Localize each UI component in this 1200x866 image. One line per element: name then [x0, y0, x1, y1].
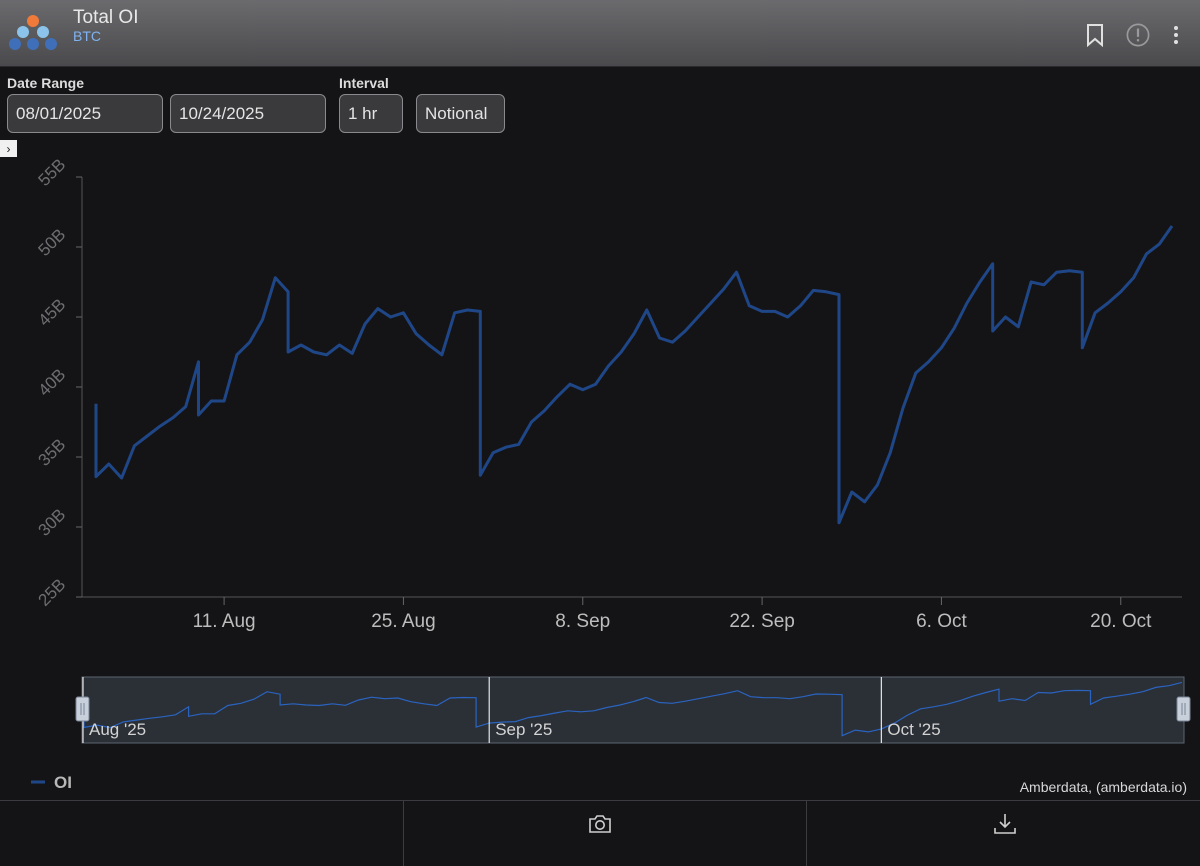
y-tick-label: 40B: [34, 365, 69, 400]
amberdata-logo-icon: [9, 15, 57, 50]
x-tick-label: 8. Sep: [555, 611, 610, 632]
start-date-input[interactable]: 08/01/2025: [7, 94, 163, 133]
download-icon[interactable]: [990, 809, 1020, 839]
navigator-month-label: Sep '25: [495, 720, 552, 739]
date-range-label: Date Range: [7, 75, 85, 91]
oi-chart: 25B 30B 35B 40B 45B 50B 55B 11. Aug 25. Aug 8. S…: [31, 155, 1191, 792]
bookmark-icon[interactable]: [1083, 22, 1107, 48]
series-line-oi: [94, 225, 1174, 525]
widget-title: Total OI: [73, 7, 139, 28]
navigator-handle-right[interactable]: [1176, 696, 1191, 722]
notional-toggle-button[interactable]: Notional: [416, 94, 505, 133]
end-date-input[interactable]: 10/24/2025: [170, 94, 326, 133]
y-tick-label: 35B: [34, 435, 69, 470]
x-tick-label: 20. Oct: [1090, 611, 1152, 632]
legend[interactable]: OI: [31, 773, 72, 792]
navigator[interactable]: Aug '25 Sep '25 Oct '25: [75, 676, 1191, 744]
y-tick-label: 45B: [34, 295, 69, 330]
expand-chevron-icon[interactable]: ›: [0, 140, 17, 157]
x-tick-label: 25. Aug: [371, 611, 435, 632]
more-vertical-icon[interactable]: [1164, 22, 1188, 48]
camera-icon[interactable]: [585, 809, 615, 839]
y-tick-label: 55B: [34, 155, 69, 190]
widget-footer: [0, 800, 1200, 866]
x-tick-label: 6. Oct: [916, 611, 967, 632]
x-tick-label: 11. Aug: [193, 611, 256, 632]
asset-symbol: BTC: [73, 28, 101, 44]
interval-select[interactable]: 1 hr: [339, 94, 403, 133]
navigator-handle-left[interactable]: [75, 696, 90, 722]
alert-icon[interactable]: [1126, 22, 1150, 48]
navigator-month-label: Aug '25: [89, 720, 146, 739]
y-tick-label: 25B: [34, 575, 69, 610]
attribution-text: Amberdata, (amberdata.io): [1019, 779, 1187, 795]
navigator-month-label: Oct '25: [887, 720, 940, 739]
x-tick-label: 22. Sep: [729, 611, 795, 632]
legend-label-oi[interactable]: OI: [54, 773, 72, 792]
navigator-series-line: [83, 681, 1183, 737]
interval-label: Interval: [339, 75, 389, 91]
y-tick-label: 50B: [34, 225, 69, 260]
widget-header: Total OI BTC: [0, 0, 1200, 67]
y-tick-label: 30B: [34, 505, 69, 540]
